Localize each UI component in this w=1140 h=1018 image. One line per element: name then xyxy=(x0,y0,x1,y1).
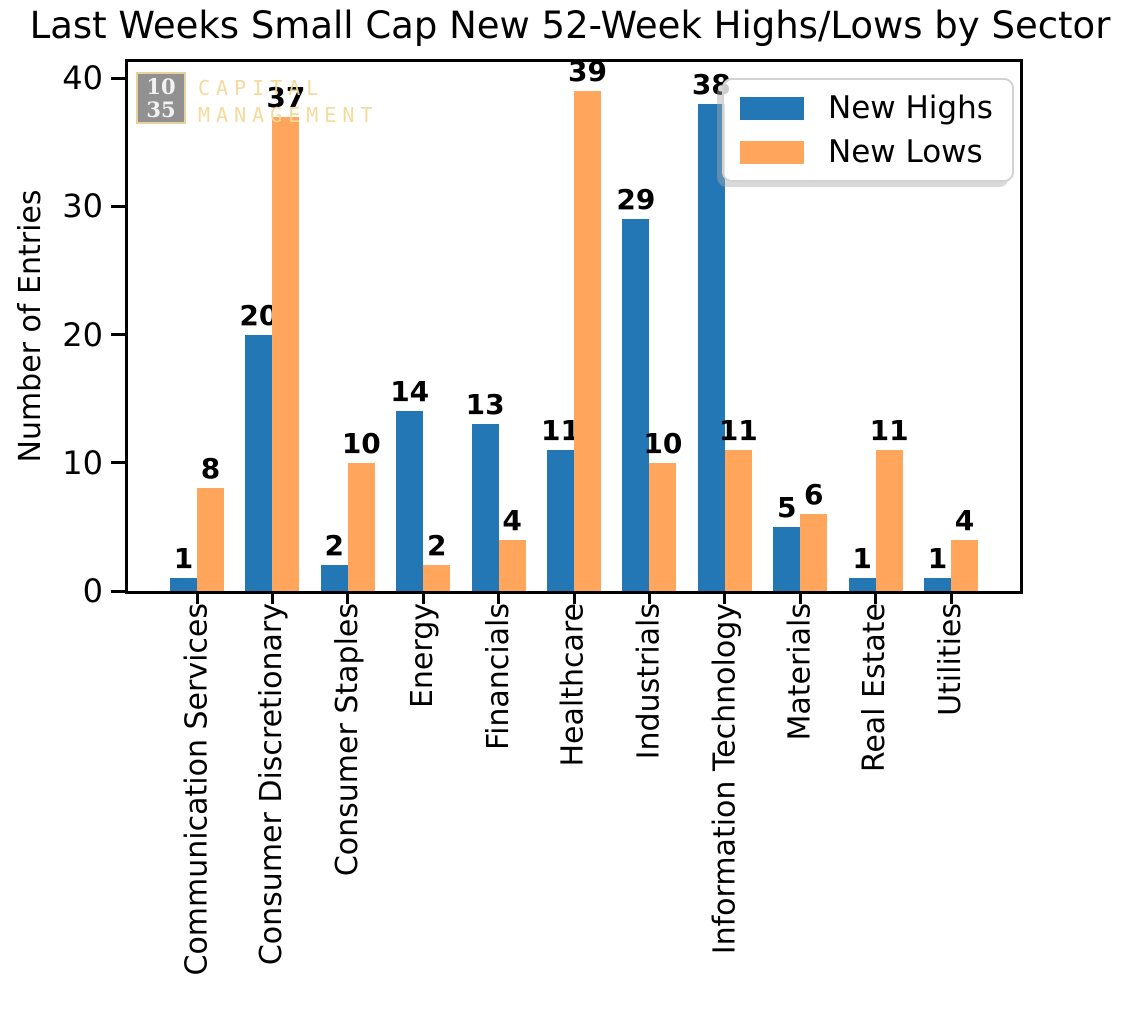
legend-swatch-new-lows xyxy=(740,140,804,164)
x-tick-mark xyxy=(949,591,953,604)
bar-new-highs xyxy=(547,450,574,591)
bar-value-label: 6 xyxy=(803,478,824,511)
bar-value-label: 29 xyxy=(616,183,656,216)
chart-title: Last Weeks Small Cap New 52-Week Highs/L… xyxy=(29,4,1111,47)
y-tick-mark xyxy=(111,204,125,208)
bar-new-highs xyxy=(697,104,725,591)
bar-new-lows xyxy=(347,463,375,591)
bar-new-lows xyxy=(875,450,903,591)
x-tick-label: Healthcare xyxy=(556,603,591,767)
watermark-wordmark: CAPITAL MANAGEMENT xyxy=(198,75,378,129)
bar-value-label: 1 xyxy=(927,542,948,575)
y-tick-mark xyxy=(111,333,125,336)
bar-value-label: 1 xyxy=(852,542,872,575)
legend-swatch-new-highs xyxy=(740,96,804,120)
watermark-number-top: 10 xyxy=(146,74,176,99)
bar-value-label: 4 xyxy=(502,504,522,537)
x-tick-label: Materials xyxy=(782,603,818,741)
bar-new-highs xyxy=(245,335,273,591)
bar-new-highs xyxy=(170,578,197,591)
y-tick-mark xyxy=(111,461,125,465)
x-tick-label: Consumer Staples xyxy=(329,603,365,877)
bar-value-label: 11 xyxy=(718,414,758,447)
bar-new-lows xyxy=(724,450,752,591)
x-tick-mark xyxy=(497,591,501,604)
watermark-word-capital: CAPITAL xyxy=(198,76,325,100)
bar-new-lows xyxy=(800,514,828,591)
y-tick-label: 0 xyxy=(82,572,103,610)
x-tick-label: Industrials xyxy=(631,603,667,760)
x-tick-mark xyxy=(421,591,425,604)
bar-new-highs xyxy=(471,424,499,591)
legend-item-new-lows: New Lows xyxy=(740,134,996,170)
watermark-number-bottom: 35 xyxy=(146,97,176,122)
bar-new-highs xyxy=(924,578,951,591)
x-tick-label: Information Technology xyxy=(706,603,742,955)
watermark-word-management: MANAGEMENT xyxy=(198,103,379,127)
x-tick-mark xyxy=(874,591,878,604)
x-tick-mark xyxy=(346,591,350,604)
y-tick-label: 30 xyxy=(62,187,103,226)
x-tick-label: Utilities xyxy=(933,603,968,716)
y-tick-mark xyxy=(111,589,125,593)
bar-value-label: 5 xyxy=(776,491,797,524)
legend-label-new-highs: New Highs xyxy=(828,90,993,126)
y-tick-label: 40 xyxy=(62,59,103,98)
x-tick-label: Energy xyxy=(405,603,441,709)
bar-value-label: 11 xyxy=(869,414,909,447)
legend: New Highs New Lows xyxy=(722,78,1014,182)
bar-new-lows xyxy=(649,463,677,591)
x-tick-mark xyxy=(798,591,802,604)
bar-new-lows xyxy=(498,540,526,591)
legend-label-new-lows: New Lows xyxy=(828,134,983,170)
bar-new-lows xyxy=(272,117,300,591)
bar-new-highs xyxy=(320,565,348,591)
bar-value-label: 4 xyxy=(954,504,975,537)
bar-value-label: 14 xyxy=(390,375,430,408)
x-tick-mark xyxy=(572,591,576,604)
watermark-logo: 10 35 xyxy=(136,72,186,124)
bar-value-label: 2 xyxy=(426,529,447,562)
y-tick-label: 10 xyxy=(62,443,103,482)
bar-value-label: 2 xyxy=(324,529,345,562)
x-tick-label: Consumer Discretionary xyxy=(254,603,290,966)
bar-new-lows xyxy=(197,488,224,591)
bar-new-highs xyxy=(773,527,801,591)
y-tick-label: 20 xyxy=(62,315,103,354)
plot-area: 1 8 Communication Services 20 37 Consumer Dis… xyxy=(125,55,1023,976)
bar-value-label: 8 xyxy=(200,452,221,485)
bar-new-lows xyxy=(574,91,601,591)
y-tick-mark xyxy=(111,76,125,80)
bar-new-lows xyxy=(423,565,451,591)
bar-value-label: 1 xyxy=(173,542,194,575)
legend-item-new-highs: New Highs xyxy=(740,90,996,126)
x-tick-label: Real Estate xyxy=(857,603,893,773)
x-tick-mark xyxy=(195,591,199,604)
bar-value-label: 11 xyxy=(541,414,580,447)
x-tick-label: Financials xyxy=(480,603,516,750)
bar-value-label: 37 xyxy=(266,81,306,114)
bar-value-label: 39 xyxy=(568,55,607,88)
x-tick-mark xyxy=(647,591,651,604)
x-tick-mark xyxy=(270,591,274,604)
x-tick-label: Communication Services xyxy=(179,603,214,976)
bar-value-label: 10 xyxy=(341,427,381,460)
x-tick-mark xyxy=(723,591,727,604)
bar-new-highs xyxy=(848,578,876,591)
bar-new-highs xyxy=(396,411,424,591)
bar-value-label: 20 xyxy=(239,299,279,332)
bar-new-lows xyxy=(951,540,978,591)
bar-new-highs xyxy=(622,219,650,591)
bar-value-label: 10 xyxy=(643,427,683,460)
bar-value-label: 13 xyxy=(465,388,505,421)
